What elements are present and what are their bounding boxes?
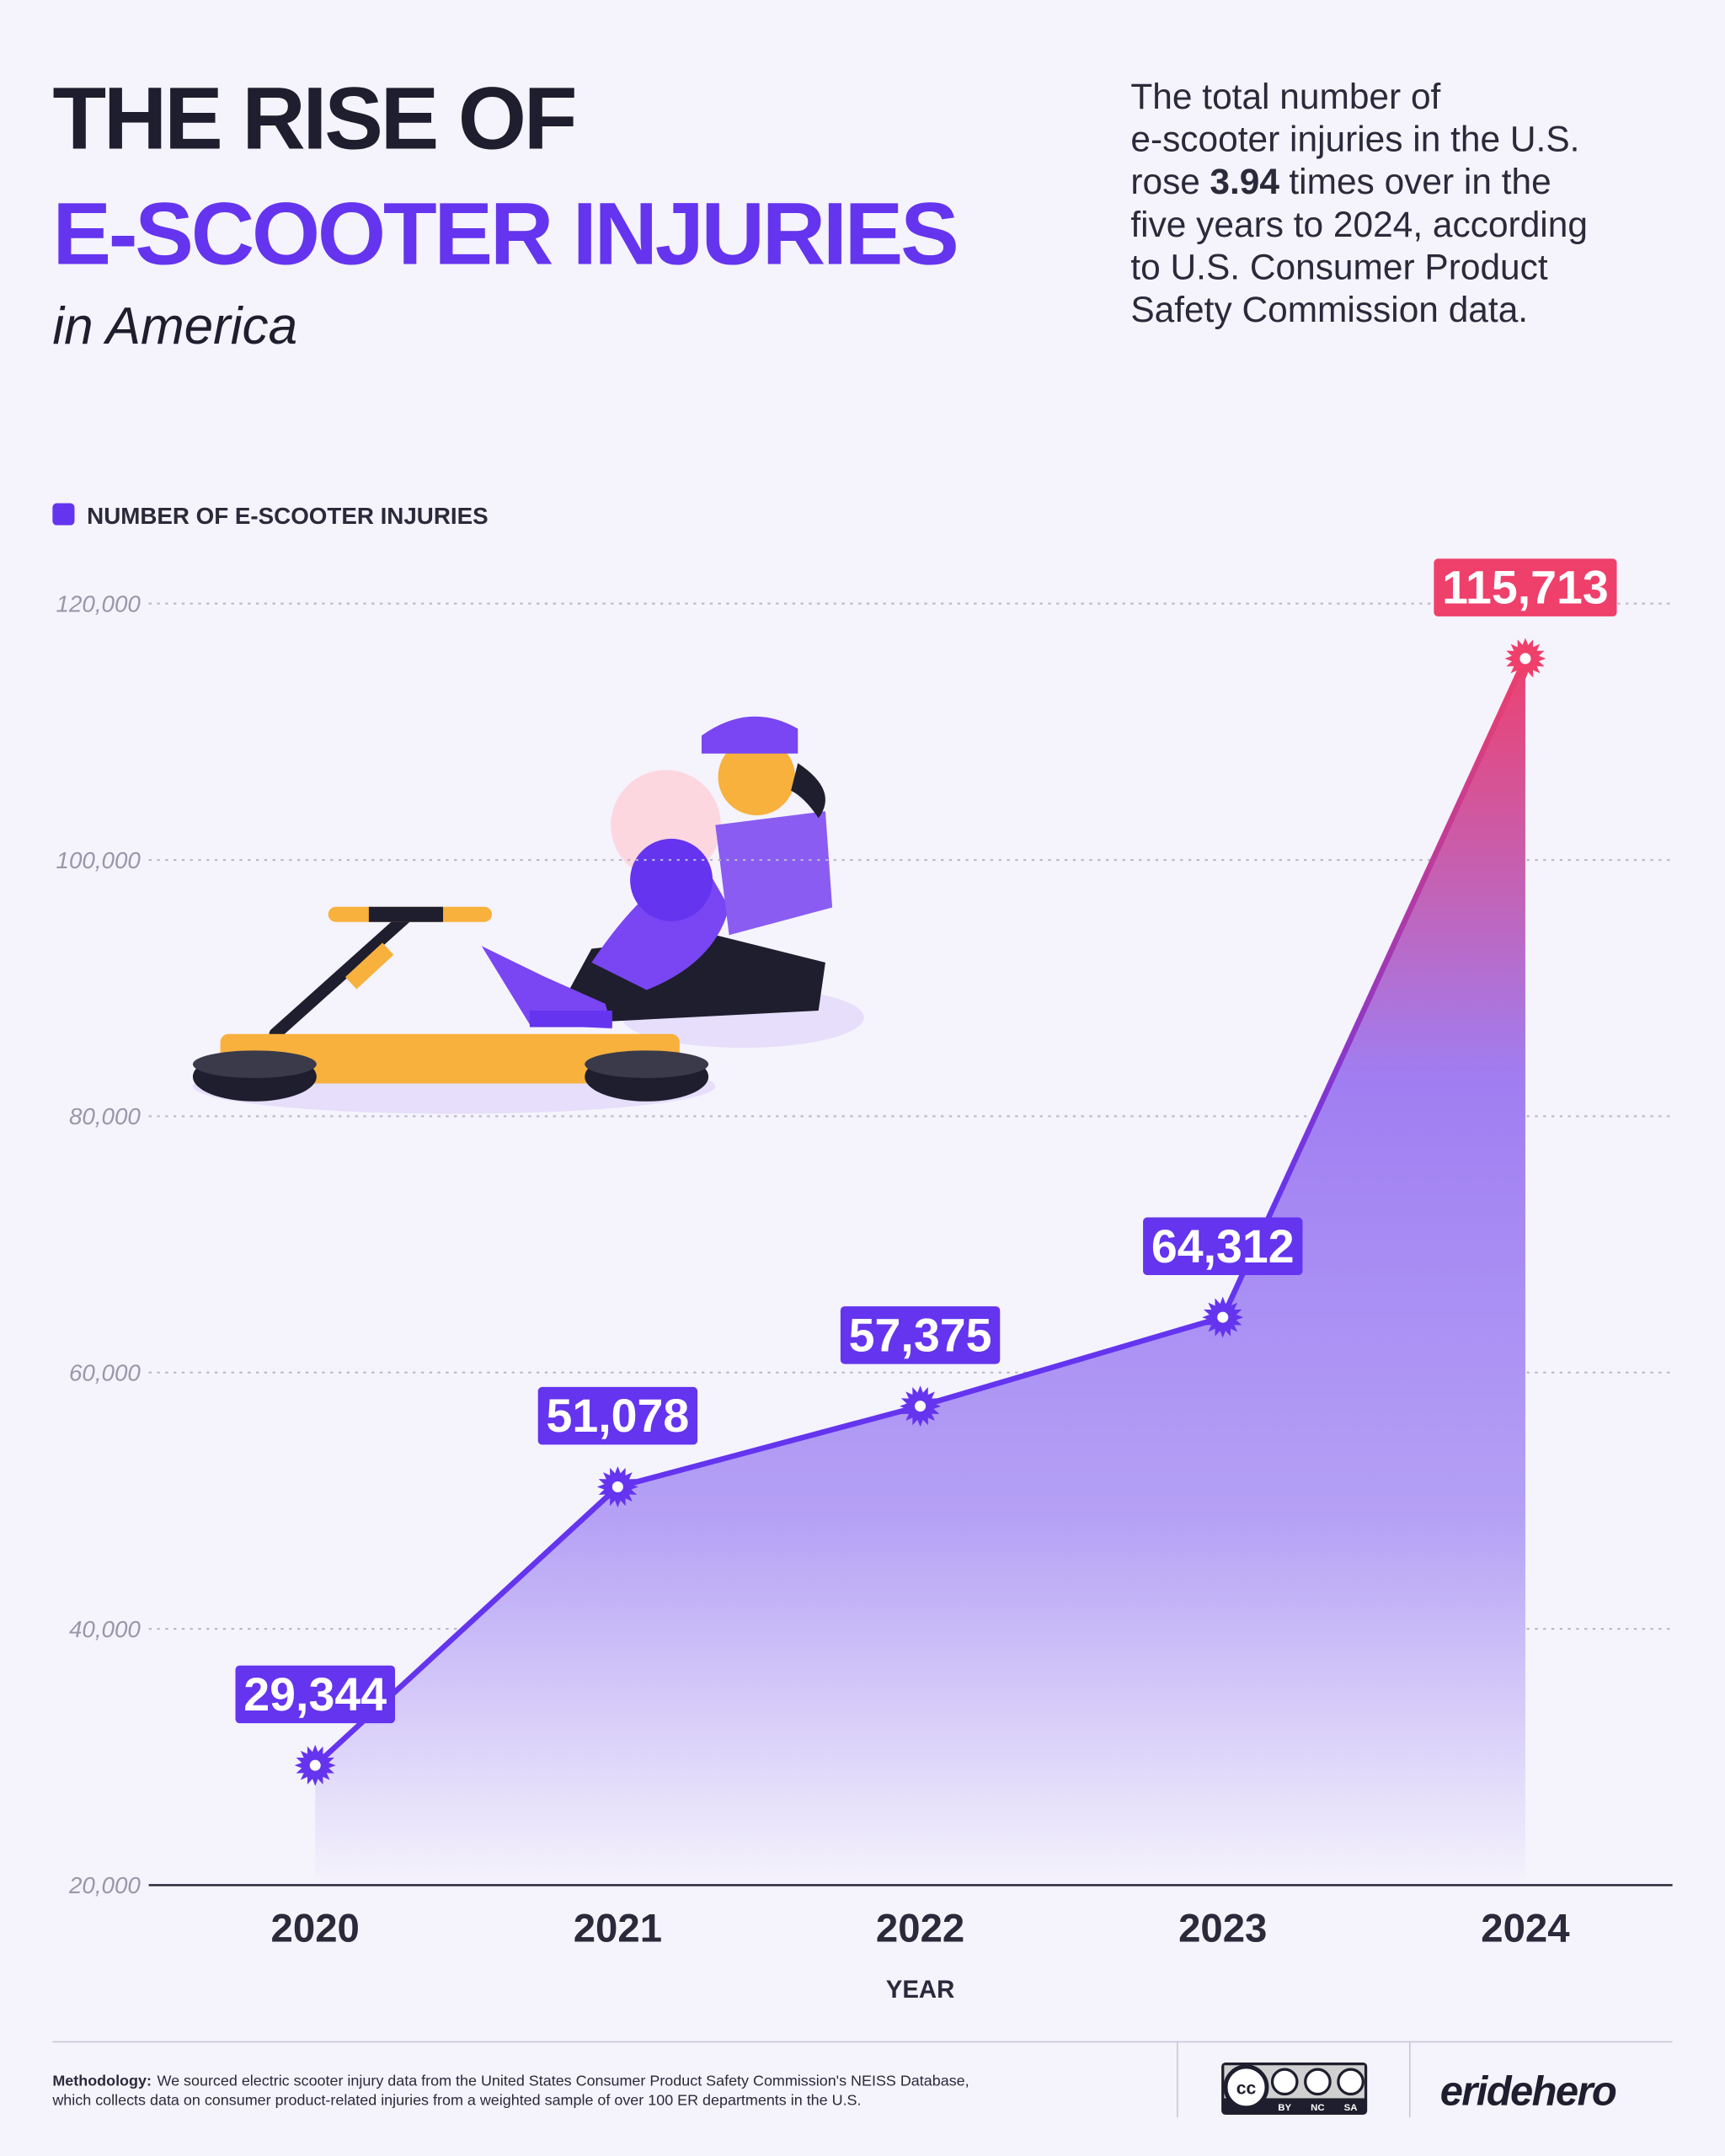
license-term: NC (1311, 2103, 1324, 2113)
methodology-text: We sourced electric scooter injury data … (157, 2073, 969, 2089)
value-label-bg (840, 1306, 1001, 1364)
description: The total number of e-scooter injuries in… (1130, 77, 1588, 329)
license-badge: cc BY NC SA (1221, 2062, 1368, 2116)
brand-logo: eridehero (1440, 2069, 1616, 2115)
x-tick-label: 2023 (1178, 1906, 1267, 1951)
title: THE RISE OF (52, 69, 574, 168)
description-text: The total number of (1130, 77, 1440, 116)
point-center (611, 1481, 623, 1493)
value-label: 57,375 (849, 1309, 992, 1361)
y-tick-label: 80,000 (69, 1103, 141, 1129)
description-text: rose (1130, 162, 1200, 201)
y-tick-label: 20,000 (68, 1872, 141, 1898)
description-line: to U.S. Consumer Product (1130, 247, 1548, 286)
point-center (915, 1401, 927, 1412)
description-line: rose 3.94 times over in the (1130, 162, 1551, 201)
description-text: e-scooter injuries in the U.S. (1130, 120, 1579, 159)
description-text: to U.S. Consumer Product (1130, 247, 1548, 286)
point-center (1519, 653, 1531, 664)
y-tick-label: 60,000 (69, 1360, 141, 1386)
subtitle: in America (52, 297, 297, 355)
title: E-SCOOTER INJURIES (52, 184, 956, 283)
license-term: SA (1344, 2103, 1358, 2113)
x-tick-label: 2021 (574, 1906, 662, 1951)
value-label-bg (235, 1665, 396, 1724)
value-label: 64,312 (1151, 1220, 1295, 1273)
license-cc: cc (1236, 2079, 1257, 2099)
methodology-line: which collects data on consumer product-… (51, 2092, 861, 2109)
methodology: Methodology: We sourced electric scooter … (51, 2073, 969, 2109)
value-label-bg (537, 1386, 698, 1445)
value-label: 51,078 (547, 1390, 690, 1442)
legend-swatch (52, 503, 75, 526)
description-line: The total number of (1130, 77, 1440, 116)
value-label-bg (1434, 558, 1617, 616)
x-tick-label: 2022 (876, 1906, 964, 1951)
value-label-bg (1143, 1217, 1303, 1276)
y-tick-label: 40,000 (69, 1616, 141, 1642)
value-label: 115,713 (1442, 562, 1609, 614)
description-line: Safety Commission data. (1130, 290, 1528, 329)
license-term: BY (1278, 2103, 1291, 2113)
point-center (309, 1759, 321, 1771)
area (315, 658, 1525, 1886)
legend-label: NUMBER OF E-SCOOTER INJURIES (87, 503, 488, 529)
methodology-label: Methodology: (52, 2073, 152, 2089)
description-text: 3.94 (1210, 162, 1279, 201)
description-line: five years to 2024, according (1130, 205, 1588, 244)
point-center (1217, 1311, 1229, 1323)
y-tick-label: 120,000 (56, 591, 142, 617)
x-tick-label: 2024 (1481, 1906, 1570, 1951)
methodology-line: Methodology: We sourced electric scooter … (52, 2073, 969, 2089)
y-tick-label: 100,000 (56, 847, 142, 873)
description-text: Safety Commission data. (1130, 290, 1528, 329)
x-axis-title: YEAR (886, 1976, 955, 2004)
description-text: five years to 2024, according (1130, 205, 1588, 244)
plot-area: 20,000 40,000 60,000 80,000 100,000 120,000 20… (56, 558, 1673, 1951)
illustration (192, 716, 864, 1114)
description-text: times over in the (1289, 162, 1551, 201)
value-label: 29,344 (243, 1668, 387, 1721)
description-line: e-scooter injuries in the U.S. (1130, 120, 1579, 159)
x-tick-label: 2020 (271, 1906, 360, 1951)
